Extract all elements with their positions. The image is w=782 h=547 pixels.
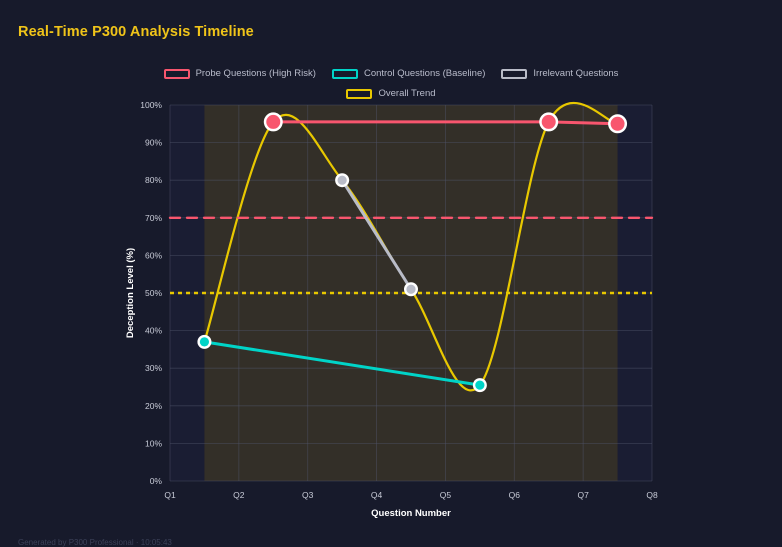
grid-lines <box>169 104 653 482</box>
x-tick-label: Q3 <box>302 490 314 500</box>
legend-item-0[interactable]: Probe Questions (High Risk) <box>163 68 316 80</box>
data-point-ring <box>404 282 418 297</box>
series-line-overall-trend <box>203 102 619 392</box>
data-point-marker[interactable] <box>266 114 281 129</box>
legend-label: Probe Questions (High Risk) <box>195 68 316 79</box>
series-line-control-questions-baseline <box>202 340 482 387</box>
x-tick-label: Q7 <box>577 490 589 500</box>
legend-swatch-icon <box>501 69 528 79</box>
y-tick-label: 60% <box>145 250 162 260</box>
data-point-marker[interactable] <box>541 114 556 129</box>
legend-label: Control Questions (Baseline) <box>363 68 486 79</box>
data-point-marker[interactable] <box>337 175 347 185</box>
data-point-marker[interactable] <box>199 337 210 347</box>
y-tick-label: 10% <box>145 438 162 448</box>
x-axis-label: Question Number <box>371 508 451 519</box>
y-tick-label: 30% <box>145 363 162 373</box>
legend-swatch-icon <box>346 89 373 99</box>
x-tick-label: Q5 <box>440 490 452 500</box>
x-tick-label: Q6 <box>509 490 521 500</box>
data-point-ring <box>539 112 559 132</box>
x-tick-label: Q4 <box>371 490 383 500</box>
legend-swatch-icon <box>163 69 190 79</box>
y-tick-label: 40% <box>145 326 162 336</box>
data-point-ring <box>197 334 212 349</box>
y-tick-label: 20% <box>145 401 162 411</box>
y-tick-label: 80% <box>145 175 162 185</box>
legend-item-1[interactable]: Control Questions (Baseline) <box>331 68 486 80</box>
legend-item-3[interactable]: Overall Trend <box>346 88 436 100</box>
series-line-irrelevant-questions <box>340 178 413 291</box>
legend-item-2[interactable]: Irrelevant Questions <box>501 68 618 80</box>
data-point-ring <box>472 378 487 393</box>
data-point-ring <box>335 173 350 188</box>
legend-label: Irrelevant Questions <box>533 68 619 79</box>
data-point-ring <box>608 114 628 134</box>
y-tick-label: 0% <box>150 476 163 486</box>
x-tick-label: Q1 <box>164 490 176 500</box>
page-title: Real-Time P300 Analysis Timeline <box>18 24 254 40</box>
data-point-marker[interactable] <box>610 116 625 131</box>
data-point-ring <box>263 112 283 132</box>
y-axis-label: Deception Level (%) <box>125 248 136 338</box>
footer-note: Generated by P300 Professional · 10:05:4… <box>18 538 172 547</box>
y-tick-label: 100% <box>140 100 162 110</box>
plot-background <box>170 105 652 481</box>
x-tick-label: Q8 <box>646 490 658 500</box>
chart-legend: Probe Questions (High Risk) Control Quest… <box>0 68 782 100</box>
y-tick-label: 50% <box>145 288 162 298</box>
shaded-region <box>204 105 618 481</box>
legend-swatch-icon <box>331 69 358 79</box>
data-point-marker[interactable] <box>406 284 416 294</box>
y-tick-label: 70% <box>145 213 162 223</box>
data-point-marker[interactable] <box>475 380 485 390</box>
legend-label: Overall Trend <box>378 88 436 99</box>
series-line-probe-questions-high-risk <box>271 120 620 126</box>
x-tick-label: Q2 <box>233 490 245 500</box>
y-tick-label: 90% <box>145 138 162 148</box>
